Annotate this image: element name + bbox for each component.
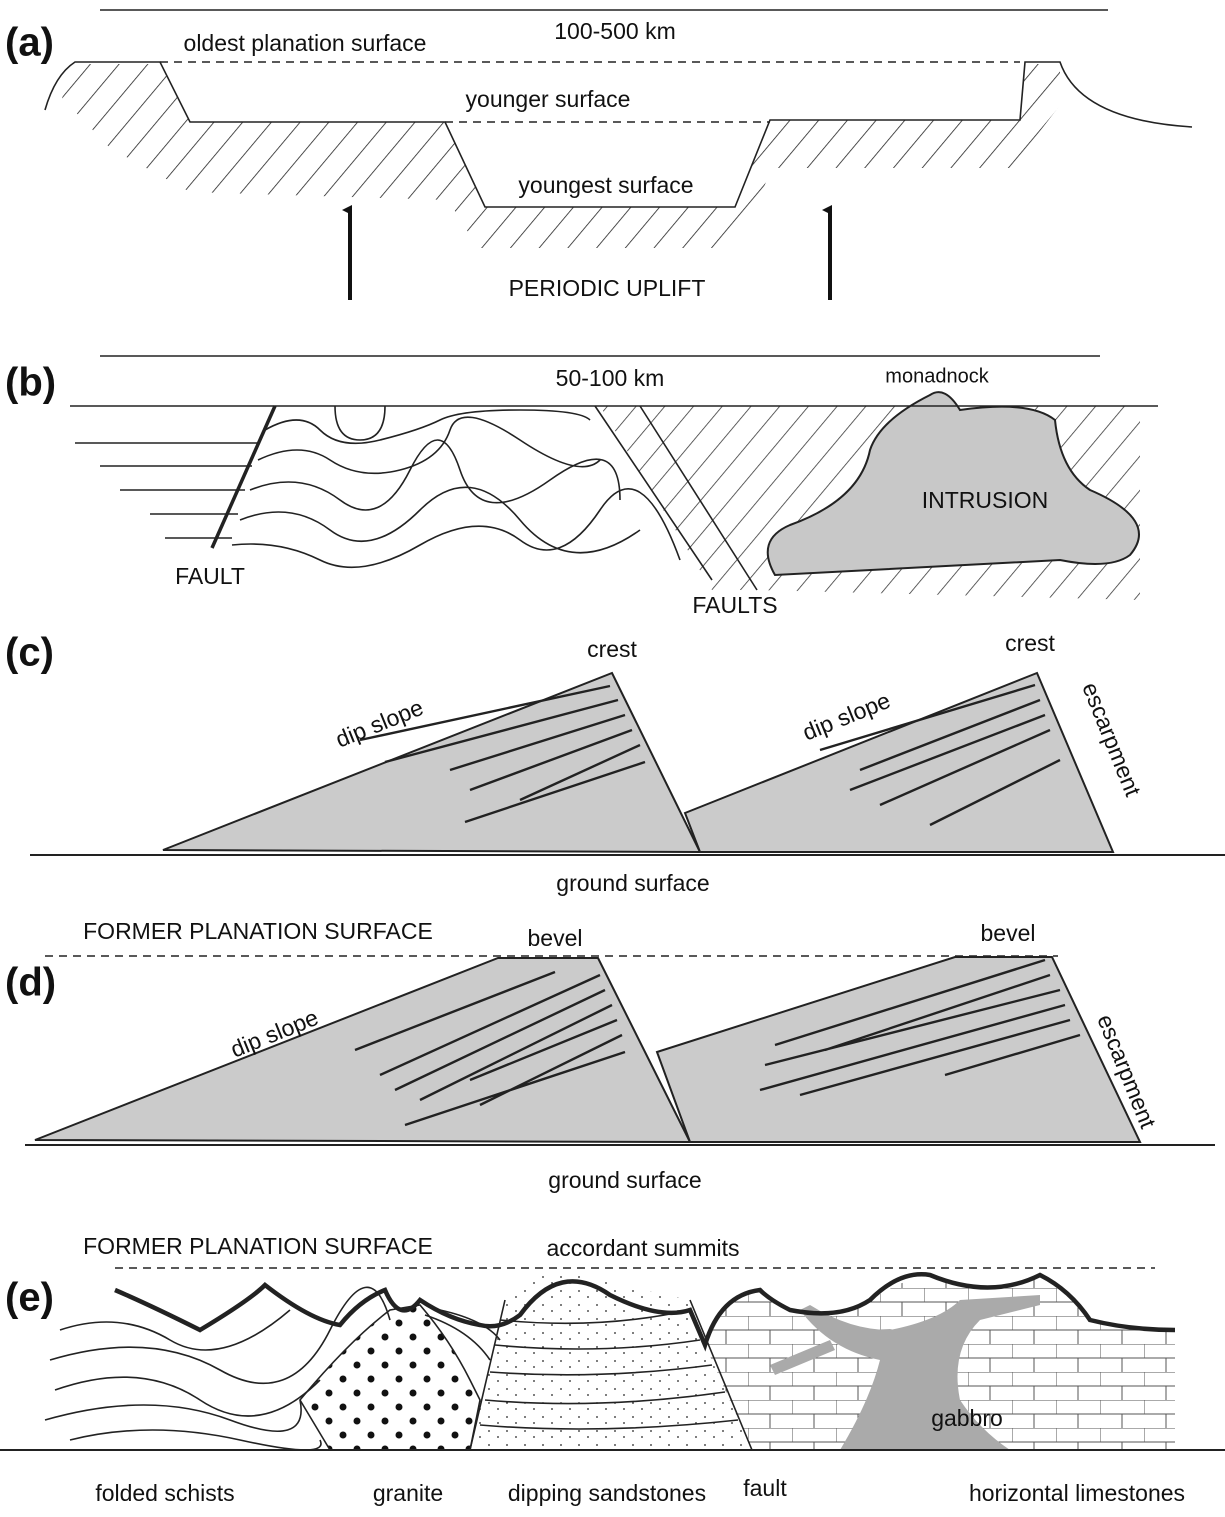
cuesta (685, 673, 1113, 852)
panel-e: FORMER PLANATION SURFACE accordant summi… (0, 1233, 1225, 1506)
annotation: bevel (981, 920, 1036, 946)
annotation: bevel (528, 925, 583, 951)
panel-b: (b) 50-100 km monadnock INTRUSION FAULT … (5, 356, 1158, 618)
strata (75, 443, 260, 538)
annotation: FORMER PLANATION SURFACE (83, 1233, 433, 1259)
annotation: FAULT (175, 563, 245, 589)
panel-label: (d) (5, 961, 56, 1005)
annotation: INTRUSION (922, 487, 1049, 513)
annotation: granite (373, 1480, 443, 1506)
cuesta (657, 957, 1140, 1142)
annotation: crest (587, 636, 637, 662)
annotation: FORMER PLANATION SURFACE (83, 918, 433, 944)
annotation: gabbro (931, 1405, 1003, 1431)
panel-label: (b) (5, 361, 56, 405)
panel-label: (a) (5, 21, 54, 65)
annotation: ground surface (556, 870, 709, 896)
diagram: (a) 100-500 km oldest planation surface … (0, 0, 1225, 1517)
annotation: younger surface (466, 86, 631, 112)
panel-a: (a) 100-500 km oldest planation surface … (5, 10, 1192, 301)
annotation: dip slope (332, 694, 427, 753)
annotation: youngest surface (518, 172, 693, 198)
annotation: folded schists (95, 1480, 234, 1506)
panel-c: (c) crest crest dip slope dip slope esca… (5, 630, 1225, 896)
annotation: fault (743, 1475, 787, 1501)
scale: 100-500 km (554, 18, 675, 44)
annotation: PERIODIC UPLIFT (509, 275, 706, 301)
fault (212, 406, 275, 548)
panel-label: (e) (5, 1276, 54, 1320)
annotation: accordant summits (546, 1235, 739, 1261)
annotation: escarpment (1077, 679, 1146, 801)
panel-label: (c) (5, 631, 54, 675)
annotation: horizontal limestones (969, 1480, 1185, 1506)
scale: 50-100 km (556, 365, 665, 391)
folds (335, 406, 385, 440)
cuesta (163, 673, 700, 852)
annotation: dipping sandstones (508, 1480, 706, 1506)
annotation: monadnock (885, 365, 989, 387)
annotation: crest (1005, 630, 1055, 656)
panel-d: FORMER PLANATION SURFACE bevel bevel (d)… (5, 918, 1215, 1193)
annotation: ground surface (548, 1167, 701, 1193)
annotation: oldest planation surface (184, 30, 427, 56)
annotation: FAULTS (692, 592, 777, 618)
